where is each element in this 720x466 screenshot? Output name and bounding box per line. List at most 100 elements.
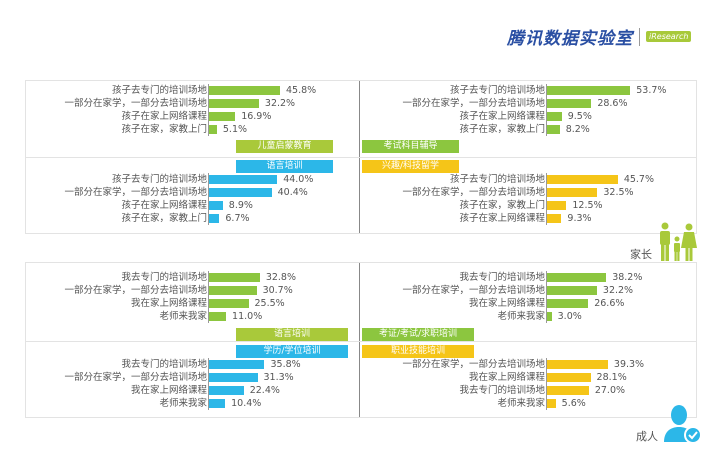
bar [209,299,249,308]
bar-row: 一部分在家学，一部分去培训场地 28.6% [363,97,697,110]
bar-row: 一部分在家学，一部分去培训场地 32.5% [363,186,697,199]
bar [547,214,562,223]
category-label: 孩子在家，家教上门 [121,213,207,224]
bar [209,201,223,210]
bar-row: 我去专门的培训场地 32.8% [25,271,359,284]
category-tag: 职业技能培训 [362,345,474,358]
value-label: 45.7% [623,174,655,185]
category-label: 老师来我家 [497,398,545,409]
bar-row: 一部分在家学，一部分去培训场地 40.4% [25,186,359,199]
bar [547,99,592,108]
bar-row: 一部分在家学，一部分去培训场地 39.3% [363,358,697,371]
bar-row: 孩子去专门的培训场地 45.7% [363,173,697,186]
value-label: 32.8% [265,272,297,283]
category-label: 孩子在家上网络课程 [121,111,207,122]
category-tag: 学历/学位培训 [236,345,348,358]
bar [209,399,226,408]
bar [547,299,589,308]
value-label: 32.2% [602,285,634,296]
bar [209,214,220,223]
bar-row: 孩子在家上网络课程 9.5% [363,110,697,123]
category-label: 我在家上网络课程 [468,298,545,309]
value-label: 3.0% [557,311,582,322]
value-label: 5.1% [222,124,248,135]
persona-parent: 家长 [630,222,698,262]
bar [209,373,258,382]
bar-row: 我在家上网络课程 26.6% [363,297,697,310]
horizontal-divider [26,157,696,158]
bar-row: 孩子在家，家教上门 12.5% [363,199,697,212]
category-tag: 儿童启蒙教育 [236,140,333,153]
bar-row: 老师来我家 11.0% [25,310,359,323]
value-label: 27.0% [594,385,626,396]
bar-row: 孩子去专门的培训场地 44.0% [25,173,359,186]
bar-row: 孩子去专门的培训场地 53.7% [363,84,697,97]
bar [547,273,607,282]
bar-row: 一部分在家学，一部分去培训场地 30.7% [25,284,359,297]
bar-row: 孩子去专门的培训场地 45.8% [25,84,359,97]
category-label: 我在家上网络课程 [130,385,207,396]
value-label: 9.5% [567,111,592,122]
vertical-divider [359,263,360,417]
bar-row: 我去专门的培训场地 35.8% [25,358,359,371]
bar [209,99,259,108]
bar [547,188,598,197]
value-label: 45.8% [285,85,317,96]
value-label: 5.6% [561,398,586,409]
bar-row: 我在家上网络课程 25.5% [25,297,359,310]
category-label: 孩子在家，家教上门 [459,200,545,211]
persona-adult-label: 成人 [636,430,658,443]
bar-row: 孩子在家，家教上门 5.1% [25,123,359,136]
value-label: 32.2% [264,98,296,109]
chart-axis [208,358,209,410]
value-label: 32.5% [603,187,634,198]
category-tag: 考试科目辅导 [362,140,459,153]
parent-charts-block [25,80,697,234]
value-label: 16.9% [241,111,272,122]
bar [209,175,278,184]
category-label: 孩子在家上网络课程 [459,213,545,224]
value-label: 25.5% [254,298,285,309]
category-label: 一部分在家学，一部分去培训场地 [64,98,207,109]
bar-row: 孩子在家上网络课程 8.9% [25,199,359,212]
family-icon [660,222,697,261]
category-label: 老师来我家 [159,398,207,409]
bar [547,373,591,382]
persona-adult: 成人 [636,404,702,444]
bar [547,386,589,395]
bar-row: 一部分在家学，一部分去培训场地 32.2% [363,284,697,297]
category-label: 孩子在家，家教上门 [459,124,545,135]
bar [209,112,236,121]
bar-row: 老师来我家 5.6% [363,397,697,410]
user-verified-icon [664,405,702,444]
category-label: 孩子在家上网络课程 [459,111,545,122]
category-label: 我在家上网络课程 [468,372,545,383]
brand-separator [639,27,640,46]
bar-row: 老师来我家 10.4% [25,397,359,410]
chart-axis [208,173,209,225]
value-label: 12.5% [572,200,603,211]
bar-row: 一部分在家学，一部分去培训场地 32.2% [25,97,359,110]
chart-axis [546,173,547,225]
bar [209,273,260,282]
category-label: 老师来我家 [159,311,207,322]
bar [209,386,244,395]
bar-row: 孩子在家上网络课程 9.3% [363,212,697,225]
bar [547,86,631,95]
value-label: 39.3% [613,359,645,370]
value-label: 8.2% [565,124,590,135]
category-label: 我去专门的培训场地 [121,272,207,283]
category-label: 我去专门的培训场地 [459,385,545,396]
category-label: 一部分在家学，一部分去培训场地 [64,187,207,198]
chart-axis [208,271,209,323]
value-label: 6.7% [225,213,250,224]
category-label: 我去专门的培训场地 [459,272,545,283]
chart-axis [546,271,547,323]
bar-row: 我在家上网络课程 22.4% [25,384,359,397]
bar [547,125,560,134]
bar [209,286,257,295]
value-label: 40.4% [277,187,308,198]
category-label: 老师来我家 [497,311,545,322]
persona-parent-label: 家长 [630,248,652,261]
bar [209,86,280,95]
